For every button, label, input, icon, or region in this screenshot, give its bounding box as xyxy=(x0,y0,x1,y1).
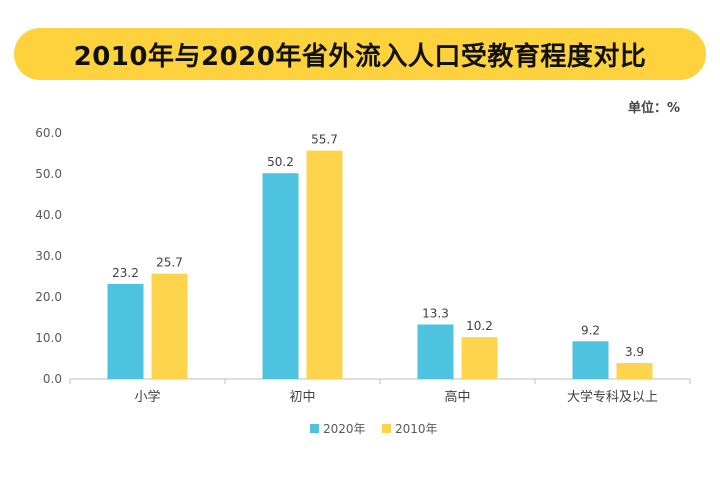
bar-2020-2 xyxy=(417,324,454,379)
y-tick-label: 20.0 xyxy=(35,290,62,304)
bar-2010-3 xyxy=(616,363,653,379)
bar-2010-1 xyxy=(306,150,343,379)
legend-label: 2020年 xyxy=(323,422,366,436)
bar-2010-0 xyxy=(151,273,188,379)
y-tick-label: 60.0 xyxy=(35,126,62,140)
legend-swatch-2010 xyxy=(382,424,391,433)
bar-2020-1 xyxy=(262,173,299,379)
bar-2020-0 xyxy=(107,283,144,379)
data-label: 50.2 xyxy=(267,155,294,169)
y-tick-label: 10.0 xyxy=(35,331,62,345)
data-label: 55.7 xyxy=(311,133,338,147)
chart-title: 2010年与2020年省外流入人口受教育程度对比 xyxy=(73,41,647,72)
x-category-label: 大学专科及以上 xyxy=(567,389,658,405)
y-tick-label: 50.0 xyxy=(35,167,62,181)
data-label: 9.2 xyxy=(581,323,600,337)
data-label: 10.2 xyxy=(466,319,493,333)
data-label: 25.7 xyxy=(156,256,183,270)
x-category-label: 高中 xyxy=(444,389,470,405)
y-tick-label: 0.0 xyxy=(43,372,62,386)
data-label: 3.9 xyxy=(625,345,644,359)
legend-swatch-2020 xyxy=(310,424,319,433)
x-category-label: 初中 xyxy=(289,390,315,405)
bar-2010-2 xyxy=(461,337,498,379)
title-banner: 2010年与2020年省外流入人口受教育程度对比 xyxy=(14,28,706,80)
y-tick-label: 40.0 xyxy=(35,208,62,222)
y-tick-label: 30.0 xyxy=(35,249,62,263)
data-label: 23.2 xyxy=(112,266,139,280)
x-category-label: 小学 xyxy=(134,389,160,405)
bar-2020-3 xyxy=(572,341,609,379)
legend-label: 2010年 xyxy=(395,422,438,436)
data-label: 13.3 xyxy=(422,306,449,320)
unit-label: 单位：% xyxy=(627,101,680,116)
